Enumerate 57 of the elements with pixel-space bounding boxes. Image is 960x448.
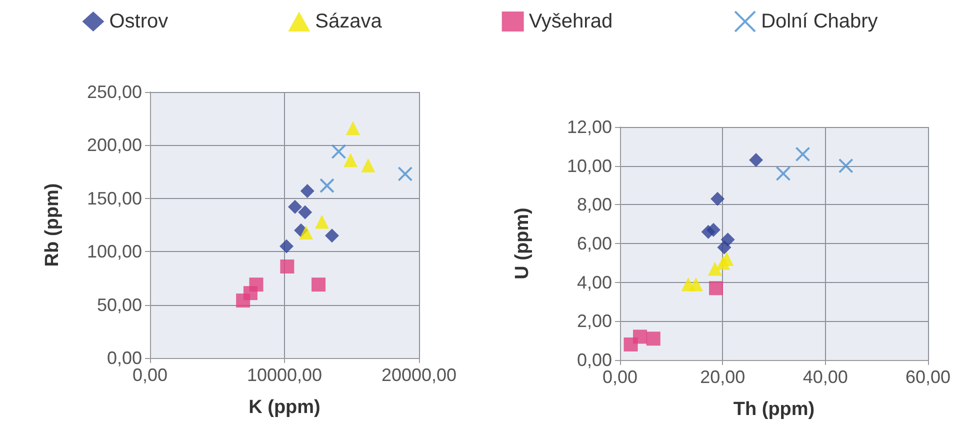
point	[749, 153, 764, 168]
point	[838, 158, 854, 174]
x-tick-label: 20,00	[700, 367, 746, 387]
x-tick-label: 60,00	[905, 367, 951, 387]
legend-label: Vyšehrad	[528, 10, 613, 32]
point	[708, 281, 723, 296]
y-tick-label: 50,00	[96, 294, 142, 315]
point	[708, 262, 722, 276]
x-tick-label: 20000,00	[381, 365, 457, 385]
x-tick-label: 40,00	[802, 367, 848, 387]
y-tick-label: 100,00	[86, 242, 142, 262]
point	[331, 144, 346, 160]
x-tick-label: 0,00	[602, 367, 638, 387]
y-tick-label: 0,00	[576, 350, 612, 370]
y-axis-title: Rb (ppm)	[42, 183, 63, 267]
y-tick-label: 150,00	[86, 188, 142, 208]
point	[795, 146, 810, 162]
point	[706, 222, 720, 237]
point	[717, 240, 732, 254]
point	[236, 294, 250, 308]
y-tick-label: 10,00	[566, 156, 612, 176]
point	[314, 214, 329, 229]
point	[324, 228, 339, 243]
x-tick-label: 10000,00	[246, 365, 322, 385]
y-tick-label: 200,00	[86, 135, 142, 156]
y-tick-label: 250,00	[86, 82, 142, 102]
point	[298, 205, 312, 220]
point	[716, 256, 730, 270]
point	[300, 184, 314, 198]
y-tick-label: 2,00	[576, 311, 612, 332]
x-axis-title: K (ppm)	[248, 397, 320, 418]
y-tick-label: 8,00	[576, 194, 612, 215]
point	[312, 278, 326, 292]
point	[633, 330, 648, 344]
point	[280, 259, 294, 274]
legend-label: Dolní Chabry	[761, 10, 878, 32]
point	[299, 225, 314, 240]
y-tick-label: 0,00	[106, 348, 142, 368]
point	[710, 192, 725, 206]
x-axis-title: Th (ppm)	[733, 399, 815, 420]
point	[344, 153, 358, 168]
point	[776, 166, 791, 182]
point	[688, 277, 703, 292]
y-tick-label: 4,00	[576, 272, 612, 292]
x-tick-label: 0,00	[132, 365, 168, 385]
point	[646, 332, 660, 346]
point	[280, 239, 294, 254]
point	[361, 158, 376, 172]
legend-label: Sázava	[315, 10, 383, 32]
point	[320, 178, 334, 194]
y-tick-label: 12,00	[566, 117, 612, 137]
point	[346, 121, 360, 136]
point	[398, 166, 413, 182]
point	[288, 200, 302, 214]
legend-label: Ostrov	[109, 10, 168, 32]
y-axis-title: U (ppm)	[512, 208, 533, 280]
y-tick-label: 6,00	[576, 234, 612, 254]
